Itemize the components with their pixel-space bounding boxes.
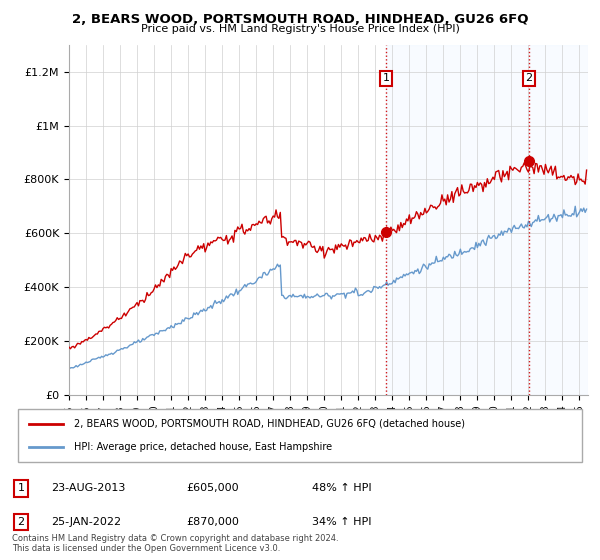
Text: 2, BEARS WOOD, PORTSMOUTH ROAD, HINDHEAD, GU26 6FQ: 2, BEARS WOOD, PORTSMOUTH ROAD, HINDHEAD…	[72, 13, 528, 26]
Text: 2: 2	[17, 517, 25, 527]
Text: 1: 1	[17, 483, 25, 493]
Text: 23-AUG-2013: 23-AUG-2013	[51, 483, 125, 493]
Text: 25-JAN-2022: 25-JAN-2022	[51, 517, 121, 527]
Text: HPI: Average price, detached house, East Hampshire: HPI: Average price, detached house, East…	[74, 442, 332, 452]
Text: 1: 1	[382, 73, 389, 83]
Text: Price paid vs. HM Land Registry's House Price Index (HPI): Price paid vs. HM Land Registry's House …	[140, 24, 460, 34]
Bar	[386, 45, 588, 395]
FancyBboxPatch shape	[18, 409, 582, 462]
Text: 2, BEARS WOOD, PORTSMOUTH ROAD, HINDHEAD, GU26 6FQ (detached house): 2, BEARS WOOD, PORTSMOUTH ROAD, HINDHEAD…	[74, 419, 466, 429]
Text: 2: 2	[526, 73, 533, 83]
Text: £605,000: £605,000	[186, 483, 239, 493]
Text: 34% ↑ HPI: 34% ↑ HPI	[312, 517, 371, 527]
Text: 48% ↑ HPI: 48% ↑ HPI	[312, 483, 371, 493]
Text: Contains HM Land Registry data © Crown copyright and database right 2024.
This d: Contains HM Land Registry data © Crown c…	[12, 534, 338, 553]
Text: £870,000: £870,000	[186, 517, 239, 527]
